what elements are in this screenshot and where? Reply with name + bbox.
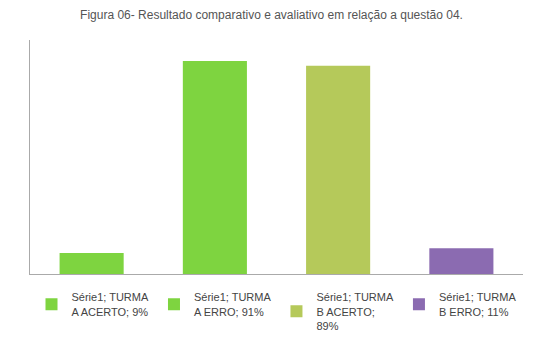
- svg-text:Série1; TURMAA ACERTO; 9%: Série1; TURMAA ACERTO; 9%: [72, 291, 149, 317]
- svg-text:Figura 06- Resultado comparati: Figura 06- Resultado comparativo e avali…: [80, 8, 463, 22]
- svg-text:Série1; TURMAA ERRO; 91%: Série1; TURMAA ERRO; 91%: [194, 291, 271, 317]
- svg-text:Série1; TURMAB ACERTO;89%: Série1; TURMAB ACERTO;89%: [316, 291, 393, 332]
- svg-text:Série1; TURMAB ERRO; 11%: Série1; TURMAB ERRO; 11%: [439, 291, 516, 317]
